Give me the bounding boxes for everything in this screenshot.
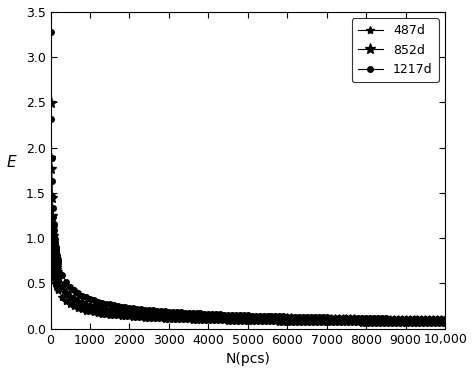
487d: [48, 155, 54, 159]
487d: [75, 306, 81, 310]
852d: [75, 300, 81, 304]
Line: 1217d: 1217d: [48, 30, 448, 322]
Line: 852d: 852d: [46, 97, 451, 327]
487d: [53, 280, 59, 285]
852d: [442, 319, 448, 324]
487d: [138, 315, 144, 320]
1217d: [53, 247, 59, 252]
Line: 487d: 487d: [47, 153, 449, 327]
1217d: [75, 291, 81, 295]
Y-axis label: E: E: [7, 155, 17, 170]
852d: [53, 266, 59, 270]
1217d: [344, 316, 349, 320]
1217d: [48, 30, 54, 35]
487d: [344, 320, 349, 325]
852d: [138, 311, 144, 316]
852d: [48, 100, 54, 105]
487d: [442, 321, 448, 326]
1217d: [336, 316, 341, 320]
487d: [336, 320, 341, 325]
X-axis label: N(pcs): N(pcs): [225, 352, 270, 366]
1217d: [442, 317, 448, 322]
852d: [336, 318, 341, 323]
1217d: [138, 307, 144, 311]
852d: [300, 317, 306, 322]
1217d: [300, 315, 306, 319]
852d: [344, 318, 349, 323]
487d: [300, 320, 306, 324]
Legend: 487d, 852d, 1217d: 487d, 852d, 1217d: [352, 18, 439, 82]
